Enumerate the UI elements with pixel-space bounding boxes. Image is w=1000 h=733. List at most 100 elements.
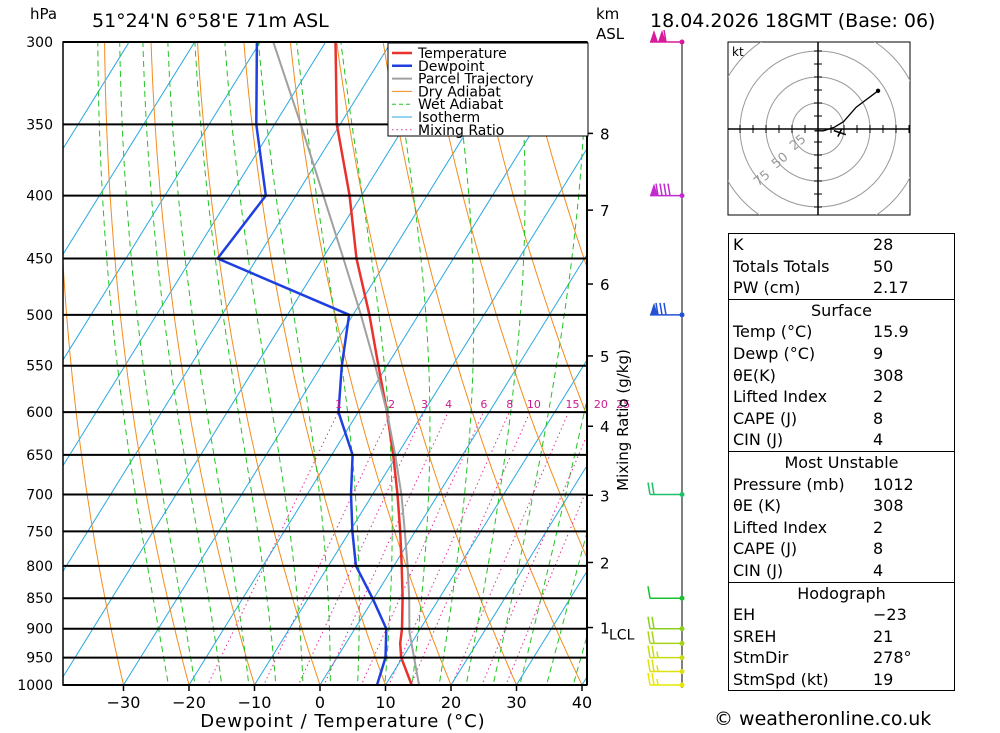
isotherm-line (63, 42, 392, 573)
location-label: 51°24'N 6°58'E 71m ASL (92, 10, 329, 32)
index-key: K (733, 235, 744, 254)
index-row: PW (cm) 2.17 (729, 277, 954, 299)
dry-adiabat-line (150, 42, 256, 685)
storm-motion-marker (837, 128, 843, 137)
dry-adiabat-line (289, 42, 452, 685)
dry-adiabat-line (63, 254, 125, 685)
wind-barb-half-flag (656, 665, 659, 672)
isotherm-line (63, 42, 130, 150)
isotherm-line (515, 570, 587, 685)
index-key: Totals Totals (733, 256, 830, 276)
km-tick-label: 3 (600, 487, 610, 505)
surface-value: 4 (873, 430, 884, 450)
km-tick-label: 8 (600, 125, 610, 143)
most-unstable-row: Lifted Index 2 (729, 517, 954, 539)
most-unstable-row: θE (K) 308 (729, 495, 954, 517)
wind-barb-flag (663, 302, 667, 315)
surface-value: 2 (873, 387, 884, 407)
wind-barb (647, 482, 685, 498)
wet-adiabat-line (438, 42, 475, 685)
isotherm-line (319, 253, 587, 685)
mixing-ratio-line (323, 411, 449, 685)
legend-item-label: Temperature (417, 46, 507, 62)
most-unstable-value: 308 (873, 496, 904, 516)
index-value: 2.17 (873, 278, 909, 298)
index-value: 50 (873, 256, 894, 276)
wet-adiabat-line (572, 634, 587, 685)
x-tick-label: −20 (172, 693, 206, 712)
pressure-tick-label: 450 (26, 252, 53, 268)
pressure-tick-label: 650 (26, 448, 53, 464)
wind-barb-flag (647, 645, 651, 658)
most-unstable-row: CIN (J) 4 (729, 560, 954, 582)
wet-adiabat-line (340, 42, 393, 685)
hodograph-key: SREH (733, 626, 777, 646)
wind-barb-flag (663, 183, 667, 196)
surface-value: 8 (873, 408, 884, 428)
copyright-credit[interactable]: © weatheronline.co.uk (714, 708, 932, 730)
wind-barb-flag (659, 183, 663, 196)
wind-barb (647, 645, 685, 661)
wind-barb-flag (651, 482, 655, 495)
hodograph-unit-label: kt (732, 45, 744, 59)
mixing-ratio-label: 15 (566, 398, 580, 411)
mixing-ratio-line (388, 411, 510, 685)
surface-value: 9 (873, 343, 884, 363)
datetime-label: 18.04.2026 18GMT (Base: 06) (650, 10, 936, 32)
plot-area (0, 5, 587, 711)
hodograph-trace (814, 90, 879, 132)
most-unstable-value: 2 (873, 517, 884, 537)
most-unstable-value: 8 (873, 539, 884, 559)
wet-adiabat-line (492, 42, 587, 685)
wet-adiabat-line (519, 397, 587, 685)
mixing-ratio-label: 6 (480, 398, 487, 411)
pressure-tick-label: 1000 (17, 678, 53, 694)
wind-barb-flag (651, 672, 655, 686)
most-unstable-key: CAPE (J) (733, 539, 798, 559)
isotherm-line (63, 42, 327, 467)
wind-barb-flag (651, 631, 655, 644)
wind-barb-pennant (650, 30, 658, 42)
surface-title: Surface (729, 298, 954, 322)
dry-adiabat-line (336, 42, 518, 685)
mixing-ratio-line (263, 411, 392, 685)
mixing-ratio-label: 20 (594, 398, 608, 411)
isotherm-line (63, 42, 261, 361)
dry-adiabat-line (475, 42, 587, 418)
mixing-ratio-label: 4 (445, 398, 452, 411)
wind-barb (647, 672, 685, 688)
mixing-ratio-label: 8 (506, 398, 513, 411)
most-unstable-key: Pressure (mb) (733, 474, 845, 494)
x-tick-label: 0 (315, 693, 325, 712)
wind-barb (650, 302, 685, 318)
wind-barb (647, 631, 685, 646)
mixing-ratio-label: 2 (388, 398, 395, 411)
parcel-trajectory-curve (272, 42, 421, 685)
wind-barb-flag (651, 659, 655, 672)
wind-barb-flag (659, 302, 663, 315)
wind-barb-flag (667, 183, 671, 196)
pressure-tick-label: 850 (26, 591, 53, 607)
wind-barb-half-flag (656, 678, 659, 686)
isotherm-line (0, 5, 21, 711)
x-axis-title: Dewpoint / Temperature (°C) (200, 711, 485, 732)
hodograph-value: −23 (873, 605, 907, 625)
hodograph-key: EH (733, 605, 756, 625)
pressure-tick-label: 550 (26, 359, 53, 375)
most-unstable-key: θE (K) (733, 496, 781, 516)
pressure-tick-label: 400 (26, 189, 53, 205)
isotherm-line (253, 147, 587, 685)
wind-barb-flag (647, 672, 651, 686)
surface-row: Temp (°C) 15.9 (729, 321, 954, 343)
wet-adiabat-line (465, 42, 526, 685)
surface-key: Temp (°C) (733, 322, 813, 342)
mixing-ratio-line (207, 411, 339, 685)
index-key: PW (cm) (733, 278, 801, 298)
mixing-ratio-label: 1 (335, 398, 342, 411)
wind-barb-flag (655, 302, 659, 315)
wind-barb-half-flag (656, 651, 659, 658)
most-unstable-key: CIN (J) (733, 560, 784, 580)
km-tick-label: 6 (600, 276, 610, 294)
